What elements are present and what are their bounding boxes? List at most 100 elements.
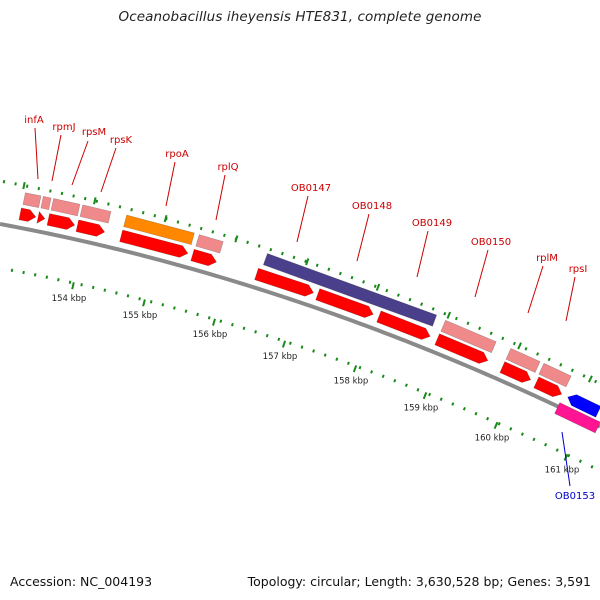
- scale-major-tick: [281, 340, 287, 348]
- inner-tick: [509, 427, 513, 431]
- inner-tick: [138, 297, 141, 301]
- inner-tick: [439, 397, 443, 401]
- outer-tick: [315, 263, 319, 268]
- scale-major-tick: [493, 421, 499, 430]
- gene-label-leader: [51, 134, 62, 182]
- gene-label: OB0150: [471, 237, 511, 248]
- scale-major-tick: [142, 299, 146, 307]
- gene-label-leader: [165, 161, 176, 207]
- inner-tick: [184, 309, 188, 313]
- gene-feature: [376, 310, 431, 340]
- outer-tick: [141, 210, 145, 215]
- gene-label-leader: [527, 265, 544, 314]
- map-title: Oceanobacillus iheyensis HTE831, complet…: [118, 9, 482, 25]
- outer-tick: [211, 230, 215, 234]
- outer-tick: [327, 267, 331, 272]
- inner-tick: [393, 378, 397, 383]
- outer-tick: [83, 196, 87, 201]
- outer-tick: [489, 331, 493, 336]
- outer-tick: [582, 374, 586, 378]
- inner-tick: [22, 270, 25, 275]
- inner-tick: [149, 300, 153, 304]
- outer-tick: [269, 247, 273, 252]
- gene-feature: [123, 214, 195, 245]
- scale-major-tick: [422, 391, 428, 400]
- inner-tick: [428, 392, 432, 397]
- outer-tick: [153, 213, 157, 218]
- inner-tick: [520, 432, 524, 436]
- outer-tick: [25, 184, 29, 188]
- outer-tick: [60, 191, 64, 196]
- inner-tick: [231, 322, 234, 327]
- gene-label: OB0149: [412, 218, 452, 229]
- outer-major-tick: [234, 235, 239, 243]
- outer-tick: [130, 208, 133, 212]
- inner-tick: [265, 333, 269, 338]
- gene-feature: [50, 198, 81, 217]
- gene-feature: [195, 234, 224, 254]
- outer-tick: [443, 311, 447, 316]
- gene-feature: [567, 394, 600, 418]
- inner-tick: [335, 357, 339, 361]
- inner-tick: [277, 337, 281, 342]
- gene-label: rplM: [536, 253, 558, 264]
- outer-tick: [292, 255, 296, 260]
- gene-feature: [538, 362, 572, 388]
- accession-text: Accession: NC_004193: [10, 574, 153, 589]
- inner-tick: [68, 280, 72, 284]
- scale-major-tick: [212, 318, 216, 326]
- outer-tick: [547, 357, 551, 362]
- inner-tick: [497, 422, 501, 426]
- gene-label-leader: [71, 140, 89, 186]
- outer-tick: [420, 302, 424, 306]
- inner-tick: [451, 402, 455, 406]
- inner-tick: [555, 448, 559, 452]
- scale-major-tick: [352, 365, 358, 373]
- inner-tick: [578, 459, 582, 463]
- inner-tick: [207, 316, 211, 320]
- inner-tick: [254, 330, 258, 334]
- inner-tick: [462, 407, 466, 411]
- outer-tick: [338, 271, 342, 276]
- outer-tick: [431, 307, 435, 311]
- outer-tick: [466, 321, 470, 326]
- scale-label: 161 kbp: [545, 465, 580, 475]
- outer-tick: [118, 205, 122, 209]
- outer-major-tick: [93, 197, 97, 205]
- outer-tick: [396, 293, 400, 297]
- outer-tick: [454, 316, 458, 321]
- inner-tick: [358, 365, 362, 370]
- outer-tick: [501, 336, 505, 341]
- outer-tick: [536, 352, 540, 356]
- outer-tick: [570, 368, 574, 373]
- inner-tick: [115, 291, 118, 295]
- inner-tick: [381, 374, 385, 379]
- scale-label: 159 kbp: [404, 404, 439, 414]
- inner-tick: [404, 383, 408, 387]
- outer-major-tick: [375, 283, 381, 291]
- inner-tick: [219, 319, 223, 323]
- gene-label: rpsM: [82, 127, 106, 138]
- inner-tick: [288, 341, 292, 345]
- gene-label-leader: [215, 174, 226, 221]
- gene-label: infA: [24, 115, 44, 126]
- genome-summary-text: Topology: circular; Length: 3,630,528 bp…: [247, 574, 591, 589]
- gene-label-leader: [100, 147, 117, 193]
- gene-feature: [440, 319, 497, 354]
- gene-label-leader: [34, 127, 39, 180]
- outer-major-tick: [305, 258, 310, 266]
- gene-feature: [40, 195, 52, 211]
- outer-tick: [559, 363, 563, 367]
- scale-label: 157 kbp: [263, 352, 298, 362]
- inner-tick: [196, 312, 199, 317]
- inner-tick: [45, 275, 49, 279]
- inner-tick: [532, 437, 536, 442]
- gene-feature: [505, 347, 541, 373]
- inner-tick: [486, 416, 490, 421]
- gene-label-leader: [474, 249, 489, 298]
- gene-label-leader: [565, 276, 576, 322]
- outer-tick: [176, 220, 180, 224]
- scale-label: 158 kbp: [334, 377, 369, 387]
- gene-label: rplQ: [217, 162, 238, 173]
